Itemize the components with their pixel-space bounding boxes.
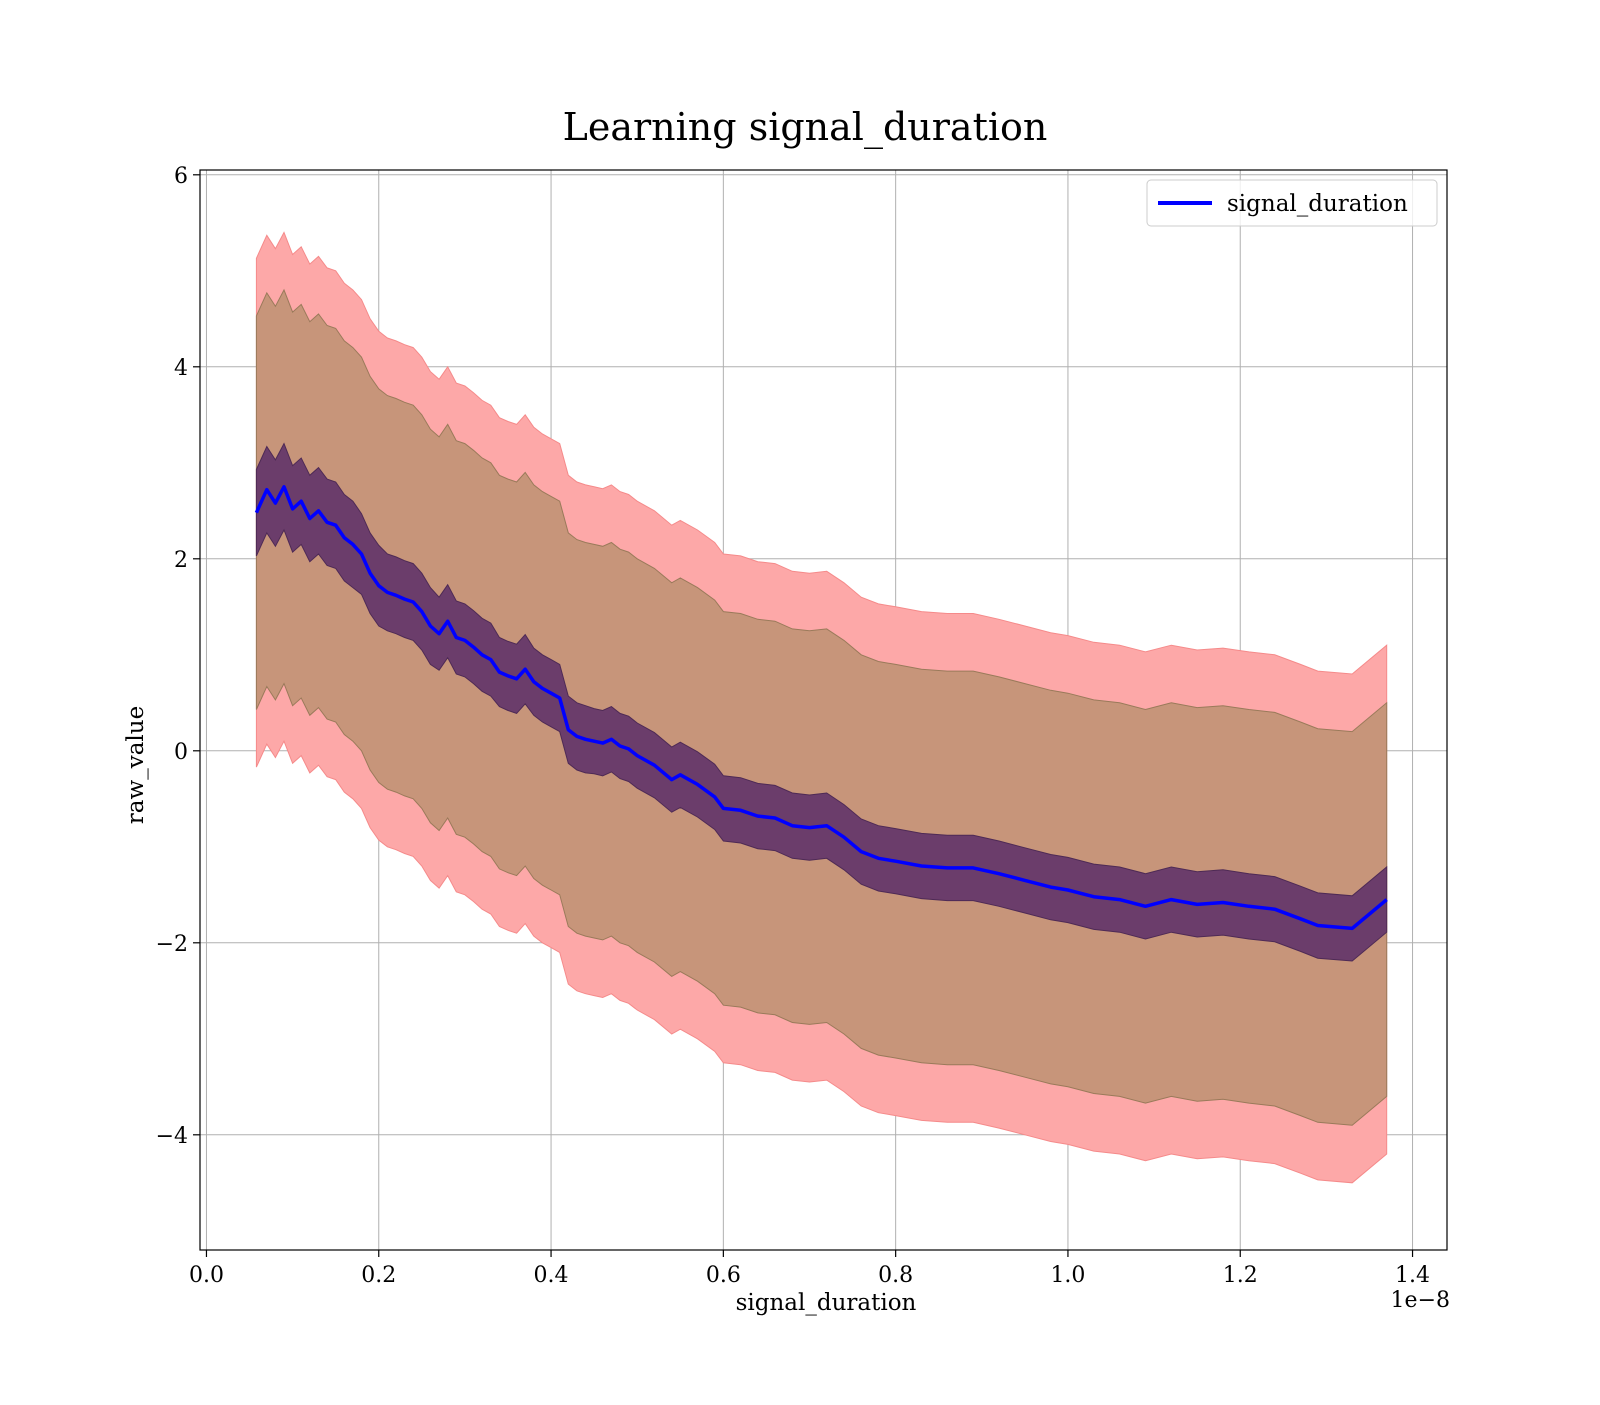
legend: signal_duration: [1146, 179, 1438, 227]
x-tick-label: 0.6: [706, 1263, 741, 1288]
bands: [255, 231, 1388, 1184]
x-tick-label: 0.2: [361, 1263, 396, 1288]
y-tick-label: 4: [174, 356, 188, 381]
x-tick-label: 0.0: [189, 1263, 224, 1288]
x-axis-offset-label: 1e−8: [1391, 1288, 1450, 1313]
legend-label: signal_duration: [1227, 191, 1408, 217]
x-tick-label: 0.4: [534, 1263, 569, 1288]
y-tick-label: 2: [174, 548, 188, 573]
x-axis-ticks: 0.0 0.2 0.4 0.6 0.8 1.0 1.2 1.4: [189, 1250, 1430, 1288]
legend-box: [1146, 179, 1438, 227]
y-tick-label: 0: [174, 740, 188, 765]
x-tick-label: 1.0: [1050, 1263, 1085, 1288]
series-lines: [254, 485, 1388, 931]
series-line-signal-duration: [254, 485, 1388, 931]
plot-frame: [199, 169, 1448, 1251]
x-tick-label: 1.4: [1395, 1263, 1430, 1288]
x-tick-label: 0.8: [878, 1263, 913, 1288]
chart-title: Learning signal_duration: [563, 105, 1048, 150]
x-axis-label: signal_duration: [736, 1290, 917, 1316]
y-axis-ticks: −4 −2 0 2 4 6: [156, 164, 200, 1149]
x-tick-label: 1.2: [1223, 1263, 1258, 1288]
y-axis-label: raw_value: [123, 706, 149, 824]
y-tick-label: −2: [156, 932, 188, 957]
y-tick-label: −4: [156, 1124, 188, 1149]
y-tick-label: 6: [174, 164, 188, 189]
